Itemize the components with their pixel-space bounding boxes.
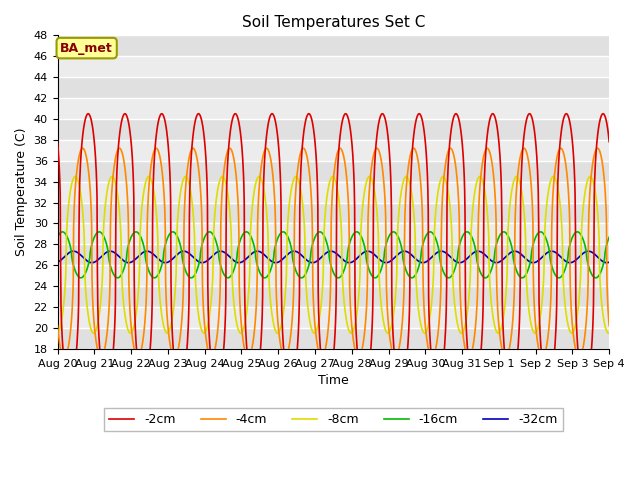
Bar	[58, 77, 609, 98]
-4cm	[492, 205, 500, 211]
Bar	[58, 181, 609, 203]
Line: -32cm: -32cm	[58, 251, 609, 263]
-16cm	[492, 246, 499, 252]
-2cm	[66, 383, 74, 388]
-32cm	[238, 259, 246, 265]
-16cm	[500, 229, 508, 235]
Bar	[58, 265, 609, 286]
-32cm	[54, 259, 61, 265]
-32cm	[492, 260, 500, 265]
Bar	[58, 119, 609, 140]
-16cm	[541, 232, 548, 238]
-8cm	[420, 330, 428, 336]
Title: Soil Temperatures Set C: Soil Temperatures Set C	[242, 15, 425, 30]
Line: -16cm: -16cm	[58, 232, 609, 278]
Line: -2cm: -2cm	[58, 114, 609, 385]
Bar	[58, 244, 609, 265]
-16cm	[419, 241, 427, 247]
-4cm	[163, 308, 171, 314]
-2cm	[54, 139, 61, 144]
-8cm	[177, 191, 184, 197]
-32cm	[163, 260, 171, 265]
-2cm	[599, 111, 607, 117]
-32cm	[177, 249, 184, 255]
-4cm	[238, 328, 246, 334]
-16cm	[163, 237, 171, 243]
-32cm	[401, 248, 408, 254]
-16cm	[54, 234, 61, 240]
Text: BA_met: BA_met	[60, 42, 113, 55]
-2cm	[177, 383, 184, 388]
-8cm	[492, 327, 500, 333]
Bar	[58, 286, 609, 307]
Bar	[58, 98, 609, 119]
-16cm	[481, 275, 489, 281]
-4cm	[177, 334, 184, 339]
-2cm	[492, 115, 499, 121]
Bar	[58, 36, 609, 56]
-32cm	[420, 260, 428, 265]
Bar	[58, 161, 609, 181]
-4cm	[420, 297, 428, 302]
-4cm	[605, 323, 613, 329]
Line: -4cm: -4cm	[58, 148, 609, 357]
Legend: -2cm, -4cm, -8cm, -16cm, -32cm: -2cm, -4cm, -8cm, -16cm, -32cm	[104, 408, 563, 432]
-8cm	[292, 174, 300, 180]
-8cm	[541, 238, 548, 244]
Bar	[58, 140, 609, 161]
Bar	[58, 224, 609, 244]
-2cm	[605, 139, 613, 144]
-8cm	[163, 330, 171, 336]
-2cm	[419, 122, 427, 128]
-4cm	[541, 352, 548, 358]
-16cm	[177, 242, 184, 248]
Bar	[58, 307, 609, 328]
-4cm	[373, 145, 381, 151]
-8cm	[605, 330, 613, 336]
Y-axis label: Soil Temperature (C): Soil Temperature (C)	[15, 128, 28, 256]
Bar	[58, 203, 609, 224]
-8cm	[54, 330, 61, 336]
-32cm	[605, 259, 613, 265]
-2cm	[540, 372, 548, 378]
-32cm	[541, 252, 548, 258]
Line: -8cm: -8cm	[58, 177, 609, 333]
-2cm	[239, 150, 246, 156]
-8cm	[238, 330, 246, 336]
Bar	[58, 328, 609, 349]
-4cm	[54, 323, 61, 329]
-2cm	[163, 132, 171, 138]
-16cm	[605, 234, 613, 240]
-16cm	[238, 233, 246, 239]
Bar	[58, 56, 609, 77]
-8cm	[274, 330, 282, 336]
-32cm	[382, 260, 390, 265]
-4cm	[392, 354, 399, 360]
X-axis label: Time: Time	[318, 374, 349, 387]
